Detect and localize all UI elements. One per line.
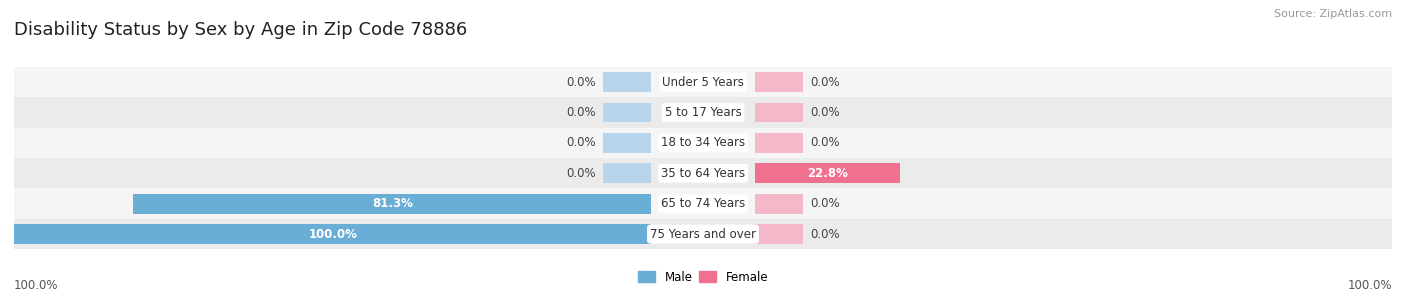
Text: 0.0%: 0.0% [810,197,839,210]
Bar [755,72,803,92]
Text: 0.0%: 0.0% [810,136,839,149]
Bar [14,224,651,244]
Text: 75 Years and over: 75 Years and over [650,228,756,240]
Text: 0.0%: 0.0% [810,76,839,88]
Bar [14,67,1392,97]
Text: 65 to 74 Years: 65 to 74 Years [661,197,745,210]
Bar [14,188,1392,219]
Text: 0.0%: 0.0% [567,76,596,88]
Bar [603,164,651,183]
Text: 0.0%: 0.0% [810,106,839,119]
Bar [603,133,651,153]
Bar [755,133,803,153]
Bar [755,103,803,123]
Text: Disability Status by Sex by Age in Zip Code 78886: Disability Status by Sex by Age in Zip C… [14,21,467,39]
Bar [603,72,651,92]
Bar [14,158,1392,188]
Bar [603,103,651,123]
Text: 0.0%: 0.0% [567,136,596,149]
Text: 81.3%: 81.3% [371,197,413,210]
Bar [14,219,1392,249]
Bar [14,97,1392,128]
Bar [14,128,1392,158]
Text: 100.0%: 100.0% [14,279,59,292]
Bar [755,164,900,183]
Bar [755,224,803,244]
Text: Under 5 Years: Under 5 Years [662,76,744,88]
Text: 35 to 64 Years: 35 to 64 Years [661,167,745,180]
Text: 100.0%: 100.0% [308,228,357,240]
Legend: Male, Female: Male, Female [637,271,769,284]
Text: 0.0%: 0.0% [567,106,596,119]
Text: 5 to 17 Years: 5 to 17 Years [665,106,741,119]
Text: 22.8%: 22.8% [807,167,848,180]
Bar [755,194,803,213]
Text: 18 to 34 Years: 18 to 34 Years [661,136,745,149]
Text: 0.0%: 0.0% [810,228,839,240]
Bar [134,194,651,213]
Text: 100.0%: 100.0% [1347,279,1392,292]
Text: Source: ZipAtlas.com: Source: ZipAtlas.com [1274,9,1392,19]
Text: 0.0%: 0.0% [567,167,596,180]
